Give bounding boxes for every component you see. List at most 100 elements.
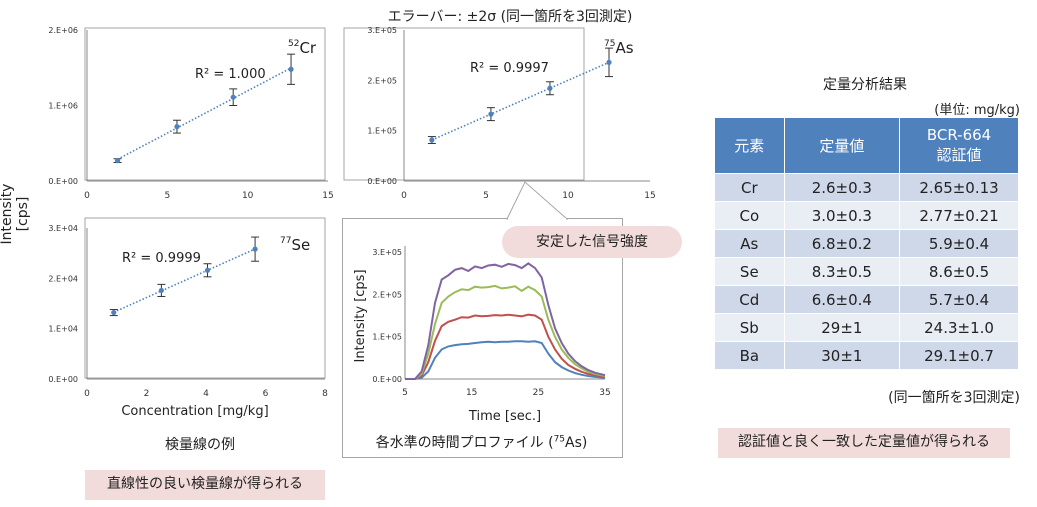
table-note: (同一箇所を3回測定) — [888, 390, 1020, 406]
y-tick-label: 1.E+06 — [48, 102, 78, 111]
data-point — [174, 124, 180, 130]
y-tick-label: 2.E+05 — [367, 76, 397, 85]
data-point — [288, 66, 294, 72]
chart-as: 0 5 10 15 0.E+00 1.E+05 2.E+05 3.E+05 75As R² = 0… — [343, 26, 656, 201]
data-point — [429, 137, 435, 143]
error-bar-note: エラーバー: ±2σ (同一箇所を3回測定) — [387, 9, 633, 25]
y-tick-label: 0.E+00 — [372, 375, 402, 384]
table-title: 定量分析結果 — [823, 77, 907, 93]
isotope-mass: 52 — [288, 39, 299, 49]
certified-cell: 5.9±0.4 — [899, 229, 1019, 258]
certified-cell: 8.6±0.5 — [899, 257, 1019, 286]
y-tick-label: 0.E+00 — [48, 375, 78, 384]
time-caption-tail: As) — [565, 435, 588, 451]
table-row: Co 3.0±0.3 2.77±0.21 — [714, 201, 1019, 230]
time-caption-text: 各水準の時間プロファイル ( — [375, 435, 554, 451]
x-tick-label: 15 — [466, 388, 477, 398]
trend-line — [431, 61, 610, 141]
data-point — [114, 158, 121, 164]
certified-cell: 5.7±0.4 — [899, 285, 1019, 314]
time-profile-box — [342, 218, 623, 458]
value-cell: 2.6±0.3 — [783, 173, 901, 202]
value-cell: 30±1 — [783, 341, 901, 370]
header-quant-value: 定量値 — [783, 117, 901, 174]
element-cell: Ba — [714, 341, 785, 370]
x-tick-label: 15 — [644, 191, 655, 201]
certified-cell: 2.65±0.13 — [899, 173, 1019, 202]
header-bcr: BCR-664 — [926, 126, 992, 144]
y-axis-title: Intensity [cps] — [353, 269, 368, 362]
callout-pointer — [506, 181, 569, 221]
table-row: Se 8.3±0.5 8.6±0.5 — [714, 257, 1019, 286]
series-line — [405, 340, 606, 380]
y-tick-label: 3.E+05 — [372, 248, 402, 257]
data-point — [547, 85, 553, 91]
data-point — [158, 287, 164, 294]
chart-time-profile: 5 15 25 35 0.E+00 1.E+05 2.E+05 3.E+05 Time [sec… — [353, 246, 611, 424]
header-certified: BCR-664 認証値 — [899, 117, 1019, 174]
data-point — [111, 309, 117, 316]
certified-cell: 29.1±0.7 — [899, 341, 1019, 370]
y-tick-label: 0.E+00 — [367, 177, 397, 186]
header-cert-value: 認証値 — [936, 146, 982, 164]
element-cell: Co — [714, 201, 785, 230]
x-tick-label: 0 — [84, 389, 90, 399]
x-tick-label: 10 — [562, 191, 574, 201]
data-point — [204, 267, 211, 273]
x-tick-label: 10 — [242, 191, 254, 201]
y-tick-label: 1.E+04 — [48, 325, 78, 334]
element-cell: Cd — [714, 285, 785, 314]
series-line — [405, 284, 606, 380]
table-unit: (単位: mg/kg) — [934, 103, 1020, 118]
value-cell: 6.8±0.2 — [783, 229, 901, 258]
element-cell: Cr — [714, 173, 785, 202]
calibration-caption: 検量線の例 — [165, 437, 235, 453]
isotope-element: As — [615, 39, 633, 57]
y-tick-label: 2.E+04 — [48, 274, 78, 283]
table-row: As 6.8±0.2 5.9±0.4 — [714, 229, 1019, 258]
r-squared-label: R² = 0.9997 — [470, 61, 549, 76]
value-cell: 3.0±0.3 — [783, 201, 901, 230]
time-profile-caption: 各水準の時間プロファイル (75As) — [342, 432, 621, 452]
value-cell: 8.3±0.5 — [783, 257, 901, 286]
stable-signal-callout: 安定した信号強度 — [502, 226, 682, 258]
table-row: Sb 29±1 24.3±1.0 — [714, 313, 1019, 342]
results-table: 元素 定量値 BCR-664 認証値 Cr 2.6±0.3 2.65±0.13 Co 3… — [714, 117, 1019, 370]
isotope-label: 75As — [604, 39, 634, 57]
table-row: Ba 30±1 29.1±0.7 — [714, 341, 1019, 370]
time-caption-sup: 75 — [553, 434, 566, 445]
y-tick-label: 3.E+04 — [48, 224, 78, 233]
element-cell: As — [714, 229, 785, 258]
x-tick-label: 5 — [402, 388, 408, 398]
x-tick-label: 2 — [144, 389, 150, 399]
y-tick-label: 1.E+05 — [367, 127, 397, 136]
x-tick-label: 15 — [322, 191, 333, 201]
x-axis-title: Concentration [mg/kg] — [121, 404, 268, 419]
y-tick-label: 3.E+05 — [367, 26, 397, 35]
chart-se: 0 2 4 6 8 0.E+00 1.E+04 2.E+04 3.E+04 77Se R² = 0.… — [48, 217, 328, 419]
value-cell: 6.6±0.4 — [783, 285, 901, 314]
value-cell: 29±1 — [783, 313, 901, 342]
table-row: Cd 6.6±0.4 5.7±0.4 — [714, 285, 1019, 314]
y-tick-label: 0.E+00 — [48, 177, 78, 186]
data-point — [488, 111, 494, 117]
r-squared-label: R² = 1.000 — [195, 67, 266, 82]
x-tick-label: 4 — [203, 389, 209, 399]
data-point — [230, 94, 236, 100]
r-squared-label: R² = 0.9999 — [122, 251, 201, 266]
y-tick-label: 2.E+05 — [372, 290, 402, 299]
x-tick-label: 6 — [263, 389, 269, 399]
data-point — [252, 246, 258, 252]
table-header-row: 元素 定量値 BCR-664 認証値 — [714, 117, 1019, 174]
x-tick-label: 8 — [322, 389, 328, 399]
data-point — [606, 59, 612, 65]
table-row: Cr 2.6±0.3 2.65±0.13 — [714, 173, 1019, 202]
isotope-mass: 77 — [280, 236, 291, 246]
certified-cell: 24.3±1.0 — [899, 313, 1019, 342]
table-conclusion: 認証値と良く一致した定量値が得られる — [718, 428, 1010, 458]
chart-frame — [84, 217, 326, 379]
series-line — [405, 313, 606, 380]
header-element: 元素 — [714, 117, 785, 174]
certified-cell: 2.77±0.21 — [899, 201, 1019, 230]
isotope-mass: 75 — [604, 39, 615, 49]
